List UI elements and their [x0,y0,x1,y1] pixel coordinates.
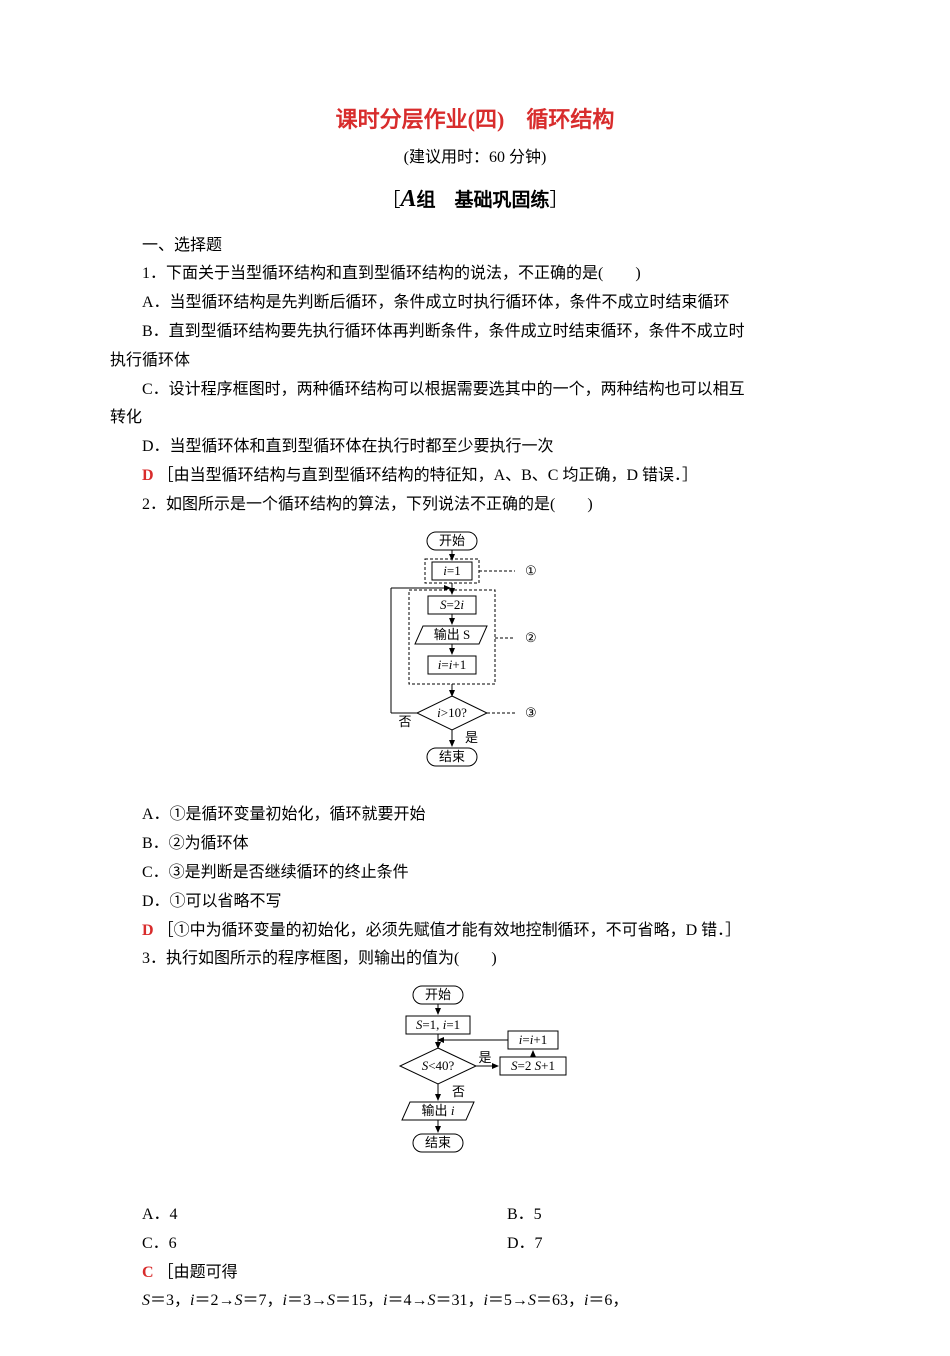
fc-mark1: ① [525,563,537,578]
svg-text:i=1: i=1 [443,563,460,578]
q1-optA: A．当型循环结构是先判断后循环，条件成立时执行循环体，条件不成立时结束循环 [110,289,840,318]
svg-text:S=2i: S=2i [440,597,464,612]
q1-optB-line1: B．直到型循环结构要先执行循环体再判断条件，条件成立时结束循环，条件不成立时 [110,318,840,347]
q1-answer-letter: D [142,467,154,484]
group-header: ［A组 基础巩固练］ [110,178,840,221]
q3-options-row1: A．4 B．5 [110,1201,840,1230]
q2-optA: A．①是循环变量初始化，循环就要开始 [110,801,840,830]
q3-trace: S＝3，i＝2→S＝7，i＝3→S＝15，i＝4→S＝31，i＝5→S＝63，i… [110,1287,840,1316]
svg-text:否: 否 [398,714,411,729]
q1-answer: D ［由当型循环结构与直到型循环结构的特征知，A、B、C 均正确，D 错误．］ [110,462,840,491]
q1-stem: 1．下面关于当型循环结构和直到型循环结构的说法，不正确的是( ) [110,260,840,289]
svg-text:S=2 S+1: S=2 S+1 [511,1058,555,1073]
fc-start: 开始 [439,533,465,548]
q3-optD: D．7 [475,1230,840,1259]
svg-text:i>10?: i>10? [437,705,467,720]
page-title: 课时分层作业(四) 循环结构 [110,100,840,140]
q1-optC-line2: 转化 [110,404,840,433]
bracket-open: ［ [381,190,400,211]
svg-text:结束: 结束 [425,1135,451,1150]
group-a-glyph: A [400,186,416,212]
q2-answer: D ［①中为循环变量的初始化，必须先赋值才能有效地控制循环，不可省略，D 错．］ [110,917,840,946]
q3-flowchart: 开始 S=1, i=1 S<40? 是 S=2 S+1 i=i+1 否 [110,982,840,1193]
q2-stem: 2．如图所示是一个循环结构的算法，下列说法不正确的是( ) [110,491,840,520]
svg-text:结束: 结束 [439,749,465,764]
q3-optA: A．4 [110,1201,475,1230]
q2-optB: B．②为循环体 [110,830,840,859]
q1-optC-line1: C．设计程序框图时，两种循环结构可以根据需要选其中的一个，两种结构也可以相互 [110,376,840,405]
q3-answer-text: ［由题可得 [158,1264,238,1281]
q2-optC: C．③是判断是否继续循环的终止条件 [110,859,840,888]
q3-flowchart-svg: 开始 S=1, i=1 S<40? 是 S=2 S+1 i=i+1 否 [360,982,590,1182]
fc-mark3: ③ [525,705,537,720]
q2-answer-text: ［①中为循环变量的初始化，必须先赋值才能有效地控制循环，不可省略，D 错．］ [158,922,742,939]
svg-text:输出 i: 输出 i [422,1103,455,1118]
q2-optD: D．①可以省略不写 [110,888,840,917]
svg-text:是: 是 [465,730,478,745]
svg-text:输出 S: 输出 S [434,627,470,642]
document-page: 课时分层作业(四) 循环结构 (建议用时：60 分钟) ［A组 基础巩固练］ 一… [0,0,950,1356]
q1-optD: D．当型循环体和直到型循环体在执行时都至少要执行一次 [110,433,840,462]
q2-flowchart-svg: 开始 i=1 ① ② S=2i 输出 S i=i+1 [365,528,585,783]
fc-mark2: ② [525,630,537,645]
q3-optB: B．5 [475,1201,840,1230]
q3-answer-letter: C [142,1264,154,1281]
group-label: 组 基础巩固练 [417,190,550,211]
svg-text:i=i+1: i=i+1 [438,657,466,672]
page-subtitle: (建议用时：60 分钟) [110,144,840,173]
q1-optB-line2: 执行循环体 [110,347,840,376]
q3-stem: 3．执行如图所示的程序框图，则输出的值为( ) [110,945,840,974]
svg-text:S<40?: S<40? [422,1058,455,1073]
q3-answer: C ［由题可得 [110,1259,840,1288]
svg-text:是: 是 [478,1050,491,1065]
bracket-close: ］ [550,190,569,211]
q2-flowchart: 开始 i=1 ① ② S=2i 输出 S i=i+1 [110,528,840,794]
q2-answer-letter: D [142,922,154,939]
svg-text:S=1, i=1: S=1, i=1 [416,1017,460,1032]
svg-text:开始: 开始 [425,987,451,1002]
svg-text:i=i+1: i=i+1 [519,1032,547,1047]
section-heading: 一、选择题 [110,232,840,261]
q1-answer-text: ［由当型循环结构与直到型循环结构的特征知，A、B、C 均正确，D 错误．］ [158,467,698,484]
svg-text:否: 否 [452,1084,465,1099]
q3-optC: C．6 [110,1230,475,1259]
q3-options-row2: C．6 D．7 [110,1230,840,1259]
